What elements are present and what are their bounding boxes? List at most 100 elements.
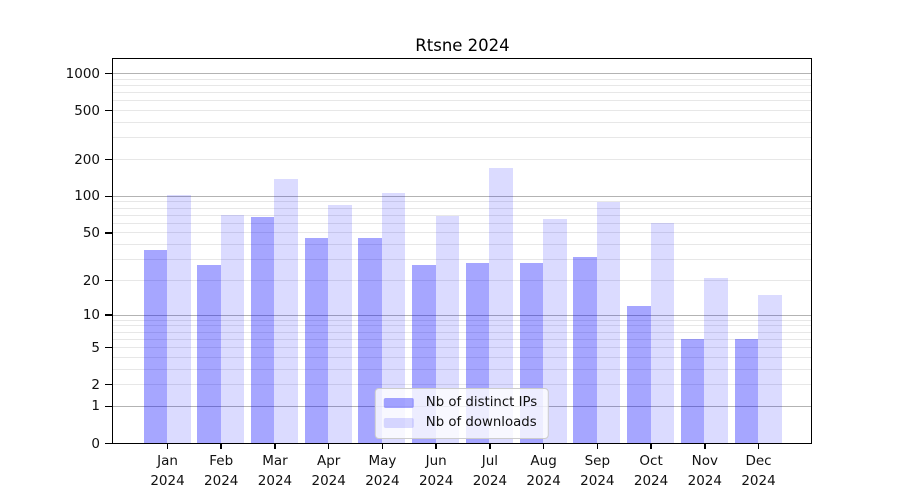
bar-group-jan	[143, 59, 191, 443]
bar-downloads-jun	[435, 215, 460, 443]
bar-group-sep	[573, 59, 621, 443]
plot-area: Nb of distinct IPs Nb of downloads	[112, 58, 812, 444]
x-tick-mark-aug	[542, 443, 545, 449]
x-tick-label-nov: Nov 2024	[687, 453, 722, 489]
gridline-30	[113, 259, 811, 261]
gridline-500	[113, 110, 811, 112]
gridline-1000	[113, 73, 811, 75]
gridline-10	[113, 314, 811, 316]
x-tick-mark-jul	[489, 443, 491, 449]
y-tick-label-1000: 1000	[65, 65, 100, 82]
y-tick-label-2: 2	[91, 376, 100, 393]
bar-downloads-mar	[274, 179, 298, 443]
chart-title: Rtsne 2024	[415, 36, 510, 55]
y-tick-label-100: 100	[74, 188, 100, 205]
bar-group-mar	[250, 59, 298, 443]
gridline-3	[113, 368, 811, 370]
gridline-20	[113, 280, 811, 281]
bar-downloads-jan	[167, 194, 191, 443]
gridline-400	[113, 122, 811, 124]
gridline-90	[113, 201, 811, 203]
legend: Nb of distinct IPs Nb of downloads	[374, 388, 550, 439]
bar-distinct-ips-dec	[734, 338, 759, 443]
y-tick-mark-200	[105, 158, 112, 161]
x-tick-mark-feb	[220, 443, 222, 449]
bar-distinct-ips-jan	[143, 249, 167, 443]
bar-distinct-ips-feb	[197, 264, 221, 443]
bar-distinct-ips-mar	[250, 217, 275, 443]
gridline-6	[113, 338, 811, 340]
y-tick-label-0: 0	[91, 435, 100, 452]
y-tick-label-1: 1	[91, 398, 100, 415]
bar-group-dec	[734, 59, 782, 443]
x-tick-mark-mar	[274, 443, 276, 449]
legend-row-downloads: Nb of downloads	[383, 415, 537, 430]
gridline-7	[113, 331, 811, 333]
gridline-4	[113, 356, 811, 358]
gridline-5	[113, 347, 811, 349]
gridline-60	[113, 222, 811, 224]
gridline-600	[113, 100, 811, 102]
bar-distinct-ips-nov	[680, 338, 705, 443]
bar-group-oct	[627, 59, 675, 443]
gridline-100	[113, 195, 811, 197]
x-tick-mark-apr	[327, 443, 330, 449]
gridline-40	[113, 244, 811, 246]
y-tick-mark-0	[105, 442, 112, 445]
y-tick-label-500: 500	[74, 102, 100, 119]
gridline-200	[113, 159, 811, 161]
bar-downloads-nov	[704, 277, 728, 443]
x-tick-label-jul: Jul 2024	[472, 453, 508, 489]
bar-downloads-jul	[489, 167, 513, 443]
gridline-800	[113, 85, 811, 87]
bar-distinct-ips-oct	[627, 305, 651, 443]
gridline-300	[113, 137, 811, 139]
y-tick-mark-5	[105, 346, 112, 349]
y-tick-mark-20	[105, 279, 112, 282]
gridline-50	[113, 232, 811, 234]
x-tick-mark-sep	[596, 443, 599, 449]
x-tick-label-apr: Apr 2024	[311, 453, 346, 489]
x-tick-mark-nov	[704, 443, 706, 449]
y-tick-label-5: 5	[91, 339, 100, 356]
bar-group-jun	[412, 59, 460, 443]
bar-downloads-apr	[328, 204, 352, 443]
bar-downloads-aug	[543, 218, 567, 443]
x-tick-label-oct: Oct 2024	[633, 453, 669, 489]
bar-group-nov	[680, 59, 728, 443]
x-tick-label-feb: Feb 2024	[204, 453, 239, 489]
legend-row-distinct-ips: Nb of distinct IPs	[383, 396, 537, 410]
x-tick-label-may: May 2024	[365, 453, 400, 489]
y-tick-mark-10	[105, 314, 112, 316]
x-tick-label-dec: Dec 2024	[741, 453, 776, 489]
y-tick-label-20: 20	[82, 272, 100, 289]
x-tick-label-sep: Sep 2024	[580, 453, 615, 489]
y-tick-mark-2	[105, 383, 112, 386]
legend-label-downloads: Nb of downloads	[425, 415, 537, 430]
gridline-9	[113, 319, 811, 321]
x-tick-mark-jun	[435, 443, 437, 449]
bar-group-may	[358, 59, 406, 443]
y-tick-label-10: 10	[82, 307, 100, 324]
bar-downloads-sep	[596, 202, 621, 443]
y-tick-label-50: 50	[82, 224, 100, 241]
bar-downloads-feb	[220, 214, 245, 443]
legend-swatch-downloads	[383, 417, 414, 429]
bar-distinct-ips-sep	[573, 257, 597, 443]
bar-group-feb	[197, 59, 245, 443]
x-tick-label-jan: Jan 2024	[150, 453, 185, 489]
bar-downloads-dec	[758, 294, 782, 443]
bar-group-aug	[519, 59, 567, 443]
y-tick-label-200: 200	[74, 151, 100, 168]
bar-group-jul	[465, 59, 513, 443]
gridline-2	[113, 384, 811, 386]
x-tick-mark-dec	[757, 443, 760, 449]
gridline-8	[113, 325, 811, 327]
gridline-80	[113, 207, 811, 209]
x-tick-mark-oct	[650, 443, 652, 449]
y-tick-mark-1	[105, 405, 112, 408]
gridline-70	[113, 214, 811, 216]
x-tick-label-aug: Aug 2024	[526, 453, 561, 489]
gridline-900	[113, 78, 811, 80]
x-tick-label-jun: Jun 2024	[418, 453, 454, 489]
